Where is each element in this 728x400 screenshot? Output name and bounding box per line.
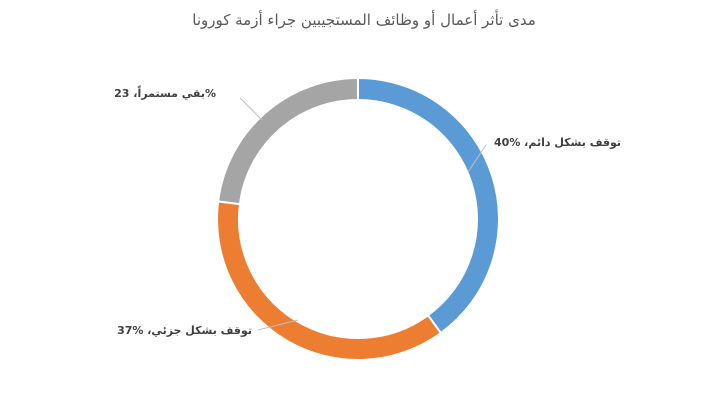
donut-slice xyxy=(357,76,500,335)
chart-title: مدى تأثر أعمال أو وظائف المستجيبين جراء … xyxy=(192,11,536,29)
data-label: توقف بشكل دائم، %40 xyxy=(494,136,621,149)
donut-slices xyxy=(216,76,500,361)
data-labels: توقف بشكل دائم، %40 توقف بشكل جزئي، %37 بق… xyxy=(114,85,621,337)
leader-line xyxy=(467,144,487,173)
data-label: توقف بشكل جزئي، %37 xyxy=(117,324,252,337)
leader-lines xyxy=(239,97,487,331)
donut-slice xyxy=(216,76,359,206)
leader-line xyxy=(257,319,299,331)
leader-line xyxy=(239,97,263,121)
data-label: بقي مستمراً، 23% xyxy=(114,85,216,100)
